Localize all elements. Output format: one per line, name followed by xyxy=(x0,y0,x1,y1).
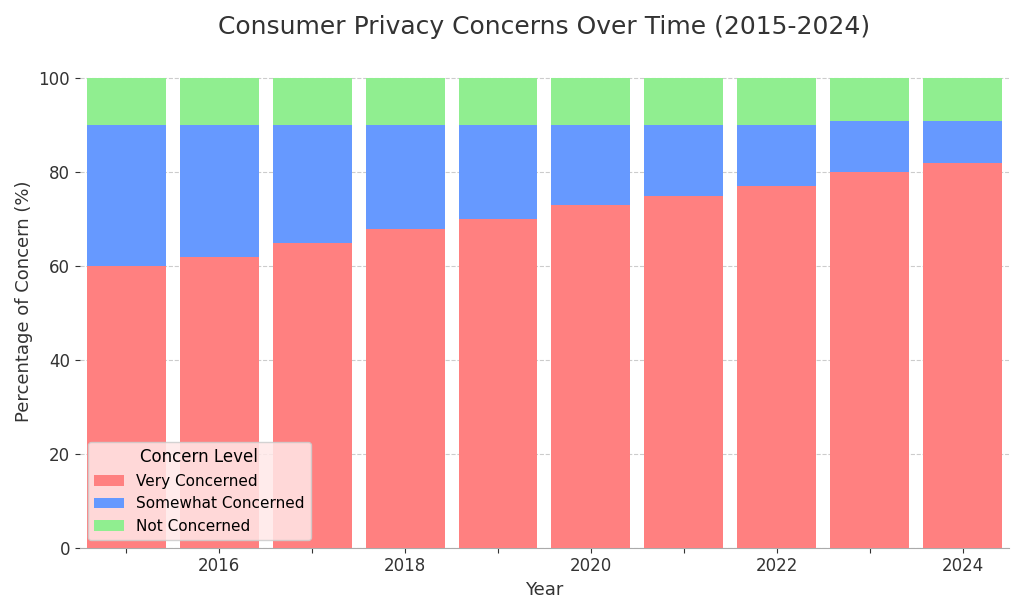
Bar xyxy=(830,172,909,548)
Bar xyxy=(272,243,351,548)
Bar xyxy=(644,196,723,548)
Bar xyxy=(923,163,1002,548)
Bar xyxy=(459,125,538,219)
Bar xyxy=(551,79,631,125)
Bar xyxy=(737,79,816,125)
Bar xyxy=(366,228,444,548)
Bar xyxy=(272,79,351,125)
Bar xyxy=(830,120,909,172)
Bar xyxy=(551,125,631,205)
Title: Consumer Privacy Concerns Over Time (2015-2024): Consumer Privacy Concerns Over Time (201… xyxy=(218,15,870,39)
Bar xyxy=(180,79,259,125)
Bar xyxy=(180,257,259,548)
Bar xyxy=(923,120,1002,163)
Bar xyxy=(180,125,259,257)
Bar xyxy=(87,125,166,266)
Bar xyxy=(830,79,909,120)
Bar xyxy=(87,79,166,125)
Bar xyxy=(737,186,816,548)
X-axis label: Year: Year xyxy=(525,581,563,599)
Bar xyxy=(459,79,538,125)
Bar xyxy=(459,219,538,548)
Legend: Very Concerned, Somewhat Concerned, Not Concerned: Very Concerned, Somewhat Concerned, Not … xyxy=(87,442,311,540)
Bar xyxy=(272,125,351,243)
Bar xyxy=(737,125,816,186)
Bar xyxy=(923,79,1002,120)
Y-axis label: Percentage of Concern (%): Percentage of Concern (%) xyxy=(15,181,33,422)
Bar xyxy=(644,125,723,196)
Bar xyxy=(87,266,166,548)
Bar xyxy=(551,205,631,548)
Bar xyxy=(366,79,444,125)
Bar xyxy=(644,79,723,125)
Bar xyxy=(366,125,444,228)
